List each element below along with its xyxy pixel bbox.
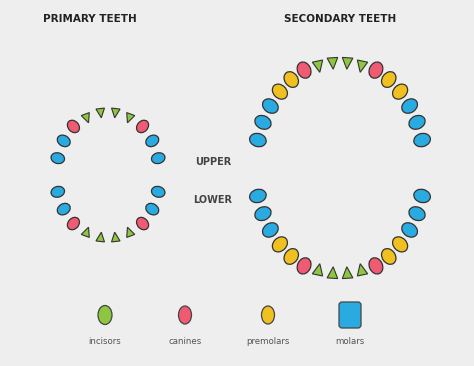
Text: SECONDARY TEETH: SECONDARY TEETH	[284, 14, 396, 24]
Ellipse shape	[369, 62, 383, 78]
Ellipse shape	[51, 186, 64, 197]
Ellipse shape	[57, 135, 70, 147]
Ellipse shape	[402, 223, 418, 237]
Ellipse shape	[51, 153, 64, 164]
Polygon shape	[327, 57, 337, 69]
Ellipse shape	[137, 120, 149, 132]
Ellipse shape	[263, 223, 278, 237]
Ellipse shape	[250, 133, 266, 147]
Ellipse shape	[98, 306, 112, 325]
Ellipse shape	[255, 115, 271, 129]
Ellipse shape	[273, 84, 287, 99]
Ellipse shape	[137, 217, 149, 230]
Ellipse shape	[409, 115, 425, 129]
Polygon shape	[312, 264, 323, 276]
Polygon shape	[342, 57, 353, 69]
Ellipse shape	[250, 189, 266, 203]
Ellipse shape	[146, 135, 159, 147]
Ellipse shape	[146, 203, 159, 215]
Ellipse shape	[284, 249, 299, 264]
Ellipse shape	[152, 186, 165, 197]
Text: LOWER: LOWER	[193, 195, 233, 205]
Ellipse shape	[297, 62, 311, 78]
Ellipse shape	[152, 153, 165, 164]
Ellipse shape	[67, 120, 80, 132]
Polygon shape	[127, 227, 135, 238]
Polygon shape	[127, 113, 135, 123]
Polygon shape	[342, 267, 353, 279]
Ellipse shape	[262, 306, 274, 324]
Ellipse shape	[414, 133, 430, 147]
FancyBboxPatch shape	[339, 302, 361, 328]
Ellipse shape	[382, 72, 396, 87]
Ellipse shape	[402, 99, 418, 113]
Polygon shape	[357, 60, 368, 72]
Polygon shape	[96, 108, 104, 118]
Ellipse shape	[392, 84, 408, 99]
Ellipse shape	[284, 72, 299, 87]
Polygon shape	[96, 232, 104, 242]
Ellipse shape	[369, 258, 383, 274]
Polygon shape	[312, 60, 323, 72]
Text: PRIMARY TEETH: PRIMARY TEETH	[43, 14, 137, 24]
Ellipse shape	[297, 258, 311, 274]
Text: canines: canines	[168, 337, 201, 346]
Ellipse shape	[409, 207, 425, 221]
Ellipse shape	[179, 306, 191, 324]
Ellipse shape	[392, 237, 408, 252]
Polygon shape	[111, 232, 120, 242]
Polygon shape	[327, 267, 337, 279]
Ellipse shape	[273, 237, 287, 252]
Text: incisors: incisors	[89, 337, 121, 346]
Text: premolars: premolars	[246, 337, 290, 346]
Ellipse shape	[414, 189, 430, 203]
Text: UPPER: UPPER	[195, 157, 231, 167]
Ellipse shape	[263, 99, 278, 113]
Ellipse shape	[255, 207, 271, 221]
Polygon shape	[81, 227, 89, 238]
Polygon shape	[81, 113, 89, 123]
Ellipse shape	[382, 249, 396, 264]
Polygon shape	[357, 264, 368, 276]
Ellipse shape	[57, 203, 70, 215]
Text: molars: molars	[336, 337, 365, 346]
Polygon shape	[111, 108, 120, 118]
Ellipse shape	[67, 217, 80, 230]
